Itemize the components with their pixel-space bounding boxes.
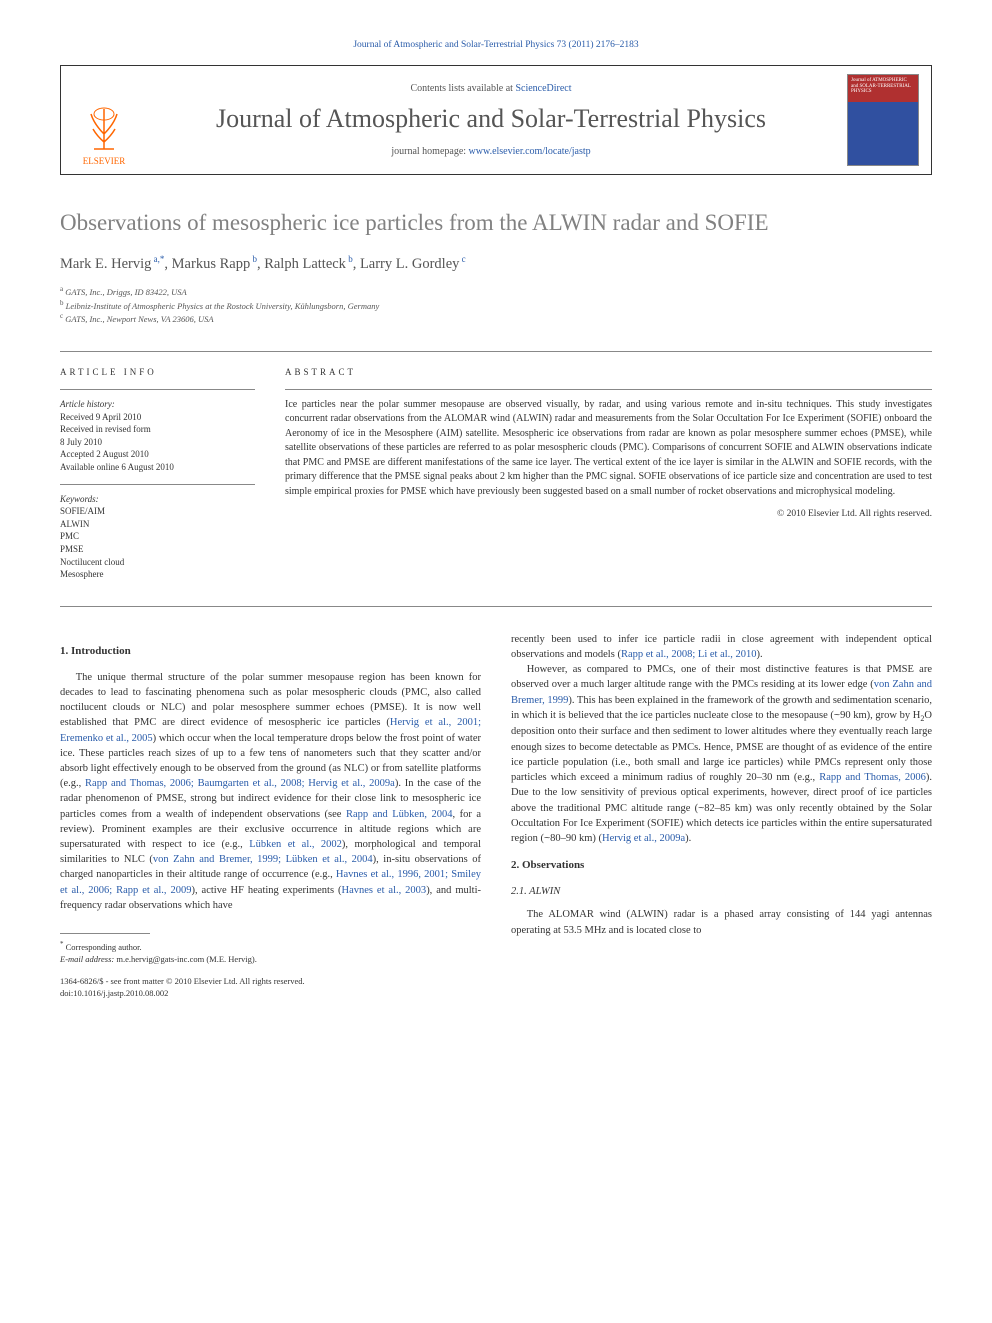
issn-line: 1364-6826/$ - see front matter © 2010 El… bbox=[60, 976, 481, 988]
history-line: Received in revised form bbox=[60, 423, 255, 436]
divider bbox=[60, 351, 932, 352]
author: Markus Rapp bbox=[172, 256, 251, 272]
homepage-line: journal homepage: www.elsevier.com/locat… bbox=[391, 146, 590, 157]
corresponding-label: Corresponding author. bbox=[66, 942, 142, 952]
divider bbox=[60, 484, 255, 485]
body-right-column: recently been used to infer ice particle… bbox=[511, 632, 932, 1000]
footnote-mark: * bbox=[60, 940, 64, 948]
author-affil-mark: b bbox=[250, 254, 257, 264]
body-columns: 1. Introduction The unique thermal struc… bbox=[60, 632, 932, 1000]
body-paragraph: The unique thermal structure of the pola… bbox=[60, 670, 481, 914]
divider bbox=[60, 389, 255, 390]
affil-mark: a bbox=[60, 285, 63, 293]
footnote-separator bbox=[60, 933, 150, 934]
homepage-link[interactable]: www.elsevier.com/locate/jastp bbox=[469, 146, 591, 157]
publisher-name: ELSEVIER bbox=[83, 156, 126, 166]
body-paragraph: The ALOMAR wind (ALWIN) radar is a phase… bbox=[511, 907, 932, 937]
keyword: Noctilucent cloud bbox=[60, 556, 255, 569]
divider bbox=[60, 606, 932, 607]
contents-line: Contents lists available at ScienceDirec… bbox=[410, 83, 571, 94]
homepage-prefix: journal homepage: bbox=[391, 146, 468, 157]
contents-prefix: Contents lists available at bbox=[410, 83, 515, 94]
header-box: ELSEVIER Contents lists available at Sci… bbox=[60, 65, 932, 175]
journal-cover-thumbnail bbox=[847, 74, 919, 166]
author-affil-mark: a, bbox=[151, 254, 160, 264]
journal-title: Journal of Atmospheric and Solar-Terrest… bbox=[216, 104, 766, 134]
history-line: 8 July 2010 bbox=[60, 436, 255, 449]
citation[interactable]: Rapp et al., 2008; Li et al., 2010 bbox=[621, 649, 757, 660]
author: Ralph Latteck bbox=[264, 256, 346, 272]
publisher-logo-cell: ELSEVIER bbox=[61, 66, 147, 174]
affil-mark: c bbox=[60, 312, 63, 320]
abstract-text: Ice particles near the polar summer meso… bbox=[285, 398, 932, 500]
keyword: Mesosphere bbox=[60, 568, 255, 581]
article-info-column: ARTICLE INFO Article history: Received 9… bbox=[60, 367, 255, 591]
doi-line: doi:10.1016/j.jastp.2010.08.002 bbox=[60, 988, 481, 1000]
section-heading: 1. Introduction bbox=[60, 644, 481, 660]
keyword: ALWIN bbox=[60, 518, 255, 531]
info-abstract-row: ARTICLE INFO Article history: Received 9… bbox=[60, 367, 932, 591]
history-line: Received 9 April 2010 bbox=[60, 411, 255, 424]
author: Mark E. Hervig bbox=[60, 256, 151, 272]
keyword: SOFIE/AIM bbox=[60, 505, 255, 518]
cover-thumbnail-cell bbox=[835, 66, 931, 174]
divider bbox=[285, 389, 932, 390]
bottom-meta: 1364-6826/$ - see front matter © 2010 El… bbox=[60, 976, 481, 1000]
article-title: Observations of mesospheric ice particle… bbox=[60, 210, 932, 236]
body-left-column: 1. Introduction The unique thermal struc… bbox=[60, 632, 481, 1000]
citation[interactable]: von Zahn and Bremer, 1999; Lübken et al.… bbox=[153, 854, 373, 865]
elsevier-tree-icon bbox=[79, 104, 129, 154]
history-line: Available online 6 August 2010 bbox=[60, 461, 255, 474]
affiliations: a GATS, Inc., Driggs, ID 83422, USA b Le… bbox=[60, 285, 932, 326]
corresponding-footnote: * Corresponding author. E-mail address: … bbox=[60, 940, 481, 966]
keyword: PMC bbox=[60, 530, 255, 543]
article-info-label: ARTICLE INFO bbox=[60, 367, 255, 377]
keyword: PMSE bbox=[60, 543, 255, 556]
affil-text: GATS, Inc., Driggs, ID 83422, USA bbox=[65, 287, 187, 297]
author: Larry L. Gordley bbox=[360, 256, 459, 272]
citation[interactable]: Lübken et al., 2002 bbox=[249, 839, 342, 850]
keywords-label: Keywords: bbox=[60, 493, 255, 506]
citation[interactable]: Hervig et al., 2009a bbox=[602, 833, 685, 844]
citation[interactable]: von Zahn and Bremer, 1999 bbox=[511, 679, 932, 705]
corresponding-email: m.e.hervig@gats-inc.com (M.E. Hervig). bbox=[116, 954, 256, 964]
citation[interactable]: Rapp and Thomas, 2006; Baumgarten et al.… bbox=[85, 778, 395, 789]
author-affil-mark: b bbox=[346, 254, 353, 264]
corresponding-mark: * bbox=[160, 254, 165, 264]
author-list: Mark E. Hervig a,*, Markus Rapp b, Ralph… bbox=[60, 254, 932, 273]
abstract-copyright: © 2010 Elsevier Ltd. All rights reserved… bbox=[285, 509, 932, 519]
header-center: Contents lists available at ScienceDirec… bbox=[147, 66, 835, 174]
affil-mark: b bbox=[60, 299, 64, 307]
body-paragraph: However, as compared to PMCs, one of the… bbox=[511, 662, 932, 846]
journal-reference: Journal of Atmospheric and Solar-Terrest… bbox=[60, 40, 932, 50]
author-affil-mark: c bbox=[459, 254, 465, 264]
history-line: Accepted 2 August 2010 bbox=[60, 448, 255, 461]
body-paragraph: recently been used to infer ice particle… bbox=[511, 632, 932, 662]
section-heading: 2. Observations bbox=[511, 858, 932, 874]
affil-text: GATS, Inc., Newport News, VA 23606, USA bbox=[65, 314, 213, 324]
subsection-heading: 2.1. ALWIN bbox=[511, 884, 932, 899]
history-label: Article history: bbox=[60, 398, 255, 411]
citation[interactable]: Havnes et al., 2003 bbox=[341, 885, 426, 896]
citation[interactable]: Hervig et al., 2001; Eremenko et al., 20… bbox=[60, 717, 481, 743]
email-label: E-mail address: bbox=[60, 954, 114, 964]
article-history: Article history: Received 9 April 2010 R… bbox=[60, 398, 255, 474]
citation[interactable]: Rapp and Thomas, 2006 bbox=[819, 772, 926, 783]
affil-text: Leibniz-Institute of Atmospheric Physics… bbox=[66, 300, 380, 310]
sciencedirect-link[interactable]: ScienceDirect bbox=[515, 83, 571, 94]
keywords-block: Keywords: SOFIE/AIM ALWIN PMC PMSE Nocti… bbox=[60, 493, 255, 581]
citation[interactable]: Rapp and Lübken, 2004 bbox=[346, 809, 453, 820]
abstract-label: ABSTRACT bbox=[285, 367, 932, 377]
abstract-column: ABSTRACT Ice particles near the polar su… bbox=[285, 367, 932, 591]
